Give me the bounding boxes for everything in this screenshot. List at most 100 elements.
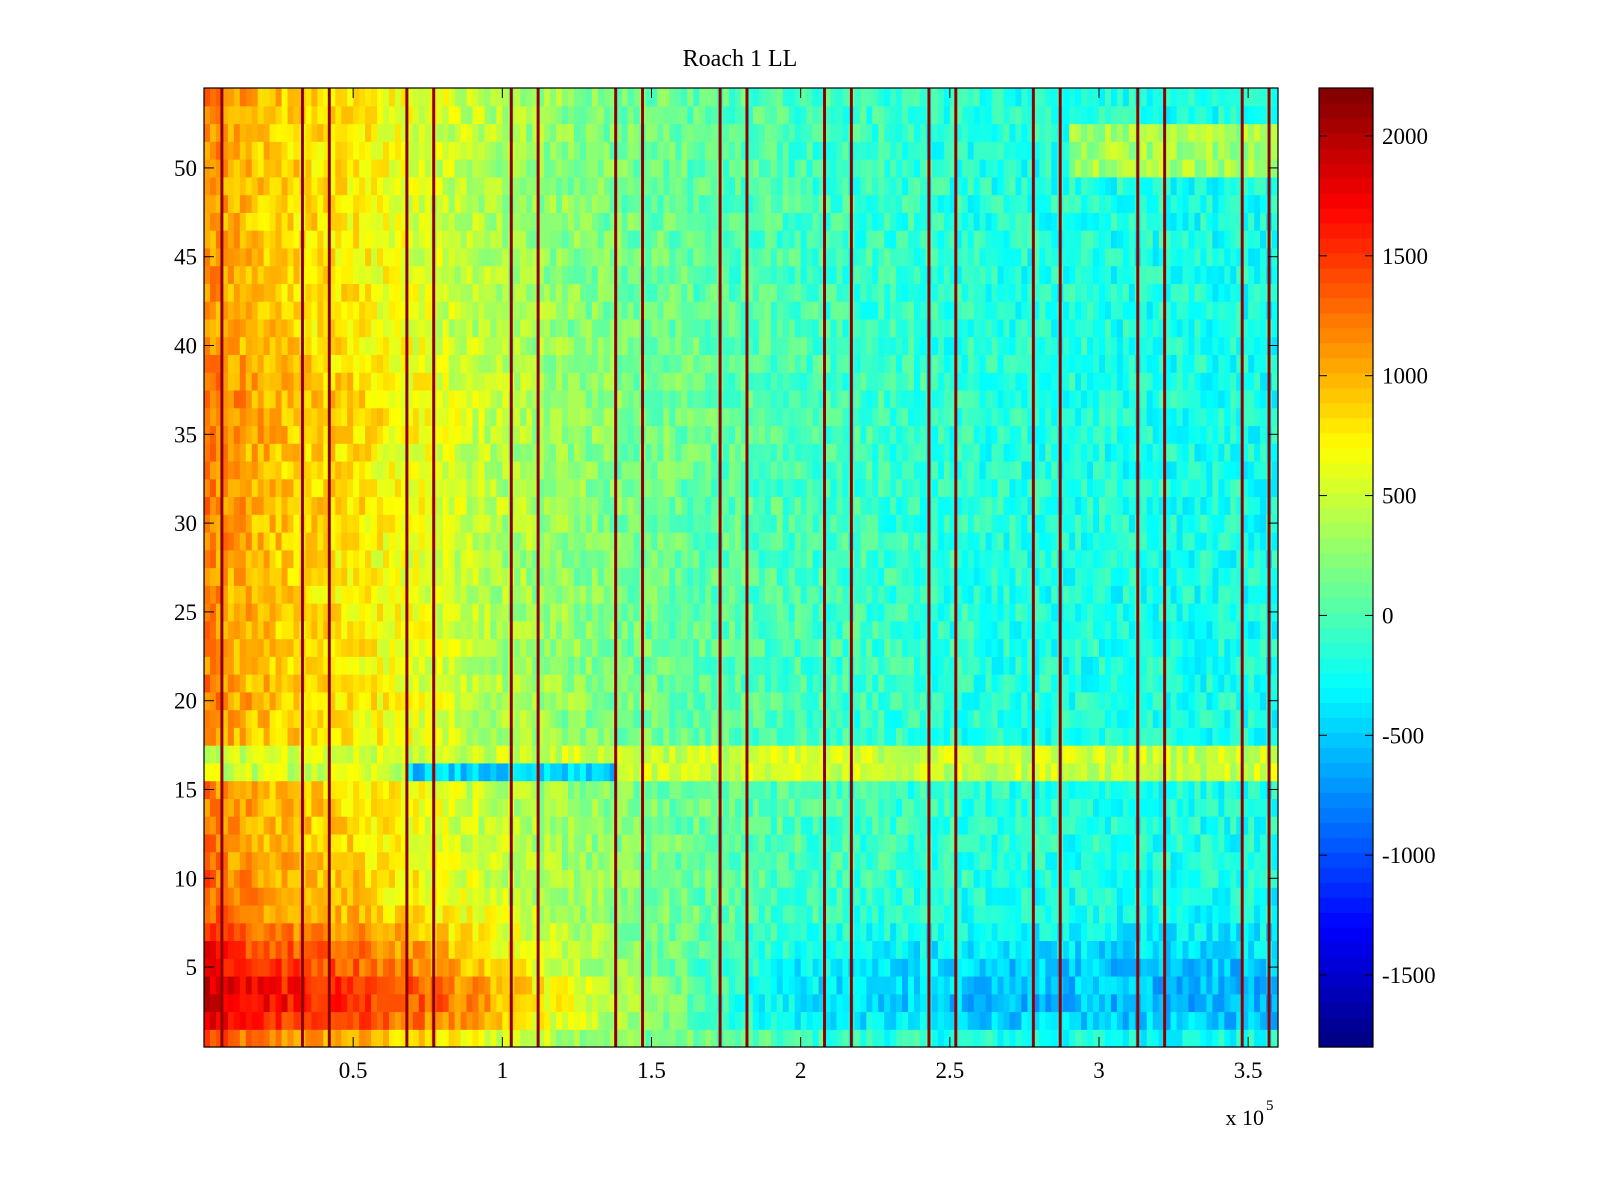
heatmap-cell xyxy=(209,567,217,586)
heatmap-cell xyxy=(788,833,796,853)
heatmap-cell xyxy=(263,603,271,622)
heatmap-cell xyxy=(687,780,694,799)
heatmap-cell xyxy=(1272,833,1279,853)
heatmap-cell xyxy=(651,549,659,569)
heatmap-cell xyxy=(424,709,432,728)
heatmap-cell xyxy=(347,975,354,995)
heatmap-cell xyxy=(800,603,808,622)
heatmap-cell xyxy=(985,549,993,569)
heatmap-cell xyxy=(1170,780,1178,799)
heatmap-cell xyxy=(961,674,969,693)
heatmap-cell xyxy=(281,922,289,942)
heatmap-cell xyxy=(645,1011,653,1030)
heatmap-cell xyxy=(1140,1029,1148,1048)
heatmap-cell xyxy=(329,691,336,711)
heatmap-cell xyxy=(603,887,611,906)
heatmap-cell xyxy=(782,833,790,853)
heatmap-cell xyxy=(573,1011,581,1030)
heatmap-cell xyxy=(1122,816,1130,835)
heatmap-cell xyxy=(1254,762,1261,782)
heatmap-cell xyxy=(562,727,569,746)
heatmap-cell xyxy=(794,993,802,1013)
heatmap-cell xyxy=(609,745,617,764)
heatmap-cell xyxy=(651,762,659,782)
heatmap-cell xyxy=(233,833,241,853)
heatmap-cell xyxy=(979,762,987,782)
heatmap-cell xyxy=(323,603,330,622)
heatmap-cell xyxy=(597,958,605,977)
heatmap-cell xyxy=(979,691,987,711)
heatmap-cell xyxy=(1146,975,1154,995)
heatmap-cell xyxy=(383,727,390,746)
heatmap-cell xyxy=(556,745,563,764)
heatmap-cell xyxy=(400,691,408,711)
heatmap-cell xyxy=(275,940,283,959)
heatmap-cell xyxy=(687,638,694,657)
heatmap-cell xyxy=(293,549,301,569)
heatmap-cell xyxy=(365,958,372,977)
heatmap-cell xyxy=(621,745,629,764)
heatmap-cell xyxy=(1015,780,1023,799)
heatmap-cell xyxy=(1152,691,1160,711)
heatmap-cell xyxy=(442,816,450,835)
heatmap-cell xyxy=(979,603,987,622)
heatmap-cell xyxy=(591,958,599,977)
heatmap-cell xyxy=(943,904,951,924)
heatmap-cell xyxy=(627,975,635,995)
heatmap-cell xyxy=(806,656,814,675)
heatmap-cell xyxy=(424,603,432,622)
heatmap-cell xyxy=(472,887,480,906)
heatmap-cell xyxy=(741,887,748,906)
heatmap-cell xyxy=(1146,816,1154,835)
heatmap-cell xyxy=(263,762,271,782)
heatmap-cell xyxy=(377,762,384,782)
heatmap-cell xyxy=(1099,833,1106,853)
heatmap-cell xyxy=(884,691,891,711)
heatmap-cell xyxy=(991,762,999,782)
heatmap-cell xyxy=(824,620,832,640)
heatmap-cell xyxy=(1063,993,1070,1013)
heatmap-cell xyxy=(1063,816,1070,835)
heatmap-cell xyxy=(1140,638,1148,657)
heatmap-cell xyxy=(1015,922,1023,942)
heatmap-cell xyxy=(1200,958,1207,977)
heatmap-cell xyxy=(579,975,587,995)
heatmap-cell xyxy=(836,975,844,995)
heatmap-cell xyxy=(502,762,509,782)
heatmap-cell xyxy=(615,975,623,995)
heatmap-cell xyxy=(1045,620,1052,640)
heatmap-cell xyxy=(239,940,247,959)
heatmap-cell xyxy=(1081,816,1088,835)
heatmap-cell xyxy=(1200,975,1207,995)
heatmap-cell xyxy=(287,691,295,711)
heatmap-cell xyxy=(335,798,342,817)
heatmap-cell xyxy=(1146,851,1154,871)
heatmap-cell xyxy=(705,549,712,569)
heatmap-cell xyxy=(317,869,324,888)
heatmap-cell xyxy=(275,620,283,640)
heatmap-cell xyxy=(1003,727,1011,746)
heatmap-cell xyxy=(466,709,474,728)
heatmap-cell xyxy=(699,887,706,906)
heatmap-cell xyxy=(788,585,796,604)
heatmap-cell xyxy=(526,585,533,604)
heatmap-cell xyxy=(311,904,318,924)
heatmap-cell xyxy=(1015,869,1023,888)
heatmap-cell xyxy=(281,674,289,693)
heatmap-cell xyxy=(454,833,462,853)
heatmap-cell xyxy=(538,904,545,924)
heatmap-cell xyxy=(1063,851,1070,871)
heatmap-cell xyxy=(890,745,897,764)
heatmap-cell xyxy=(341,585,348,604)
heatmap-cell xyxy=(669,656,676,675)
heatmap-cell xyxy=(687,993,694,1013)
heatmap-cell xyxy=(920,674,927,693)
heatmap-cell xyxy=(705,620,712,640)
heatmap-cell xyxy=(633,816,641,835)
heatmap-cell xyxy=(502,656,509,675)
heatmap-cell xyxy=(860,922,867,942)
heatmap-cell xyxy=(812,887,820,906)
heatmap-cell xyxy=(478,1029,486,1048)
heatmap-cell xyxy=(1236,603,1243,622)
heatmap-cell xyxy=(478,691,486,711)
